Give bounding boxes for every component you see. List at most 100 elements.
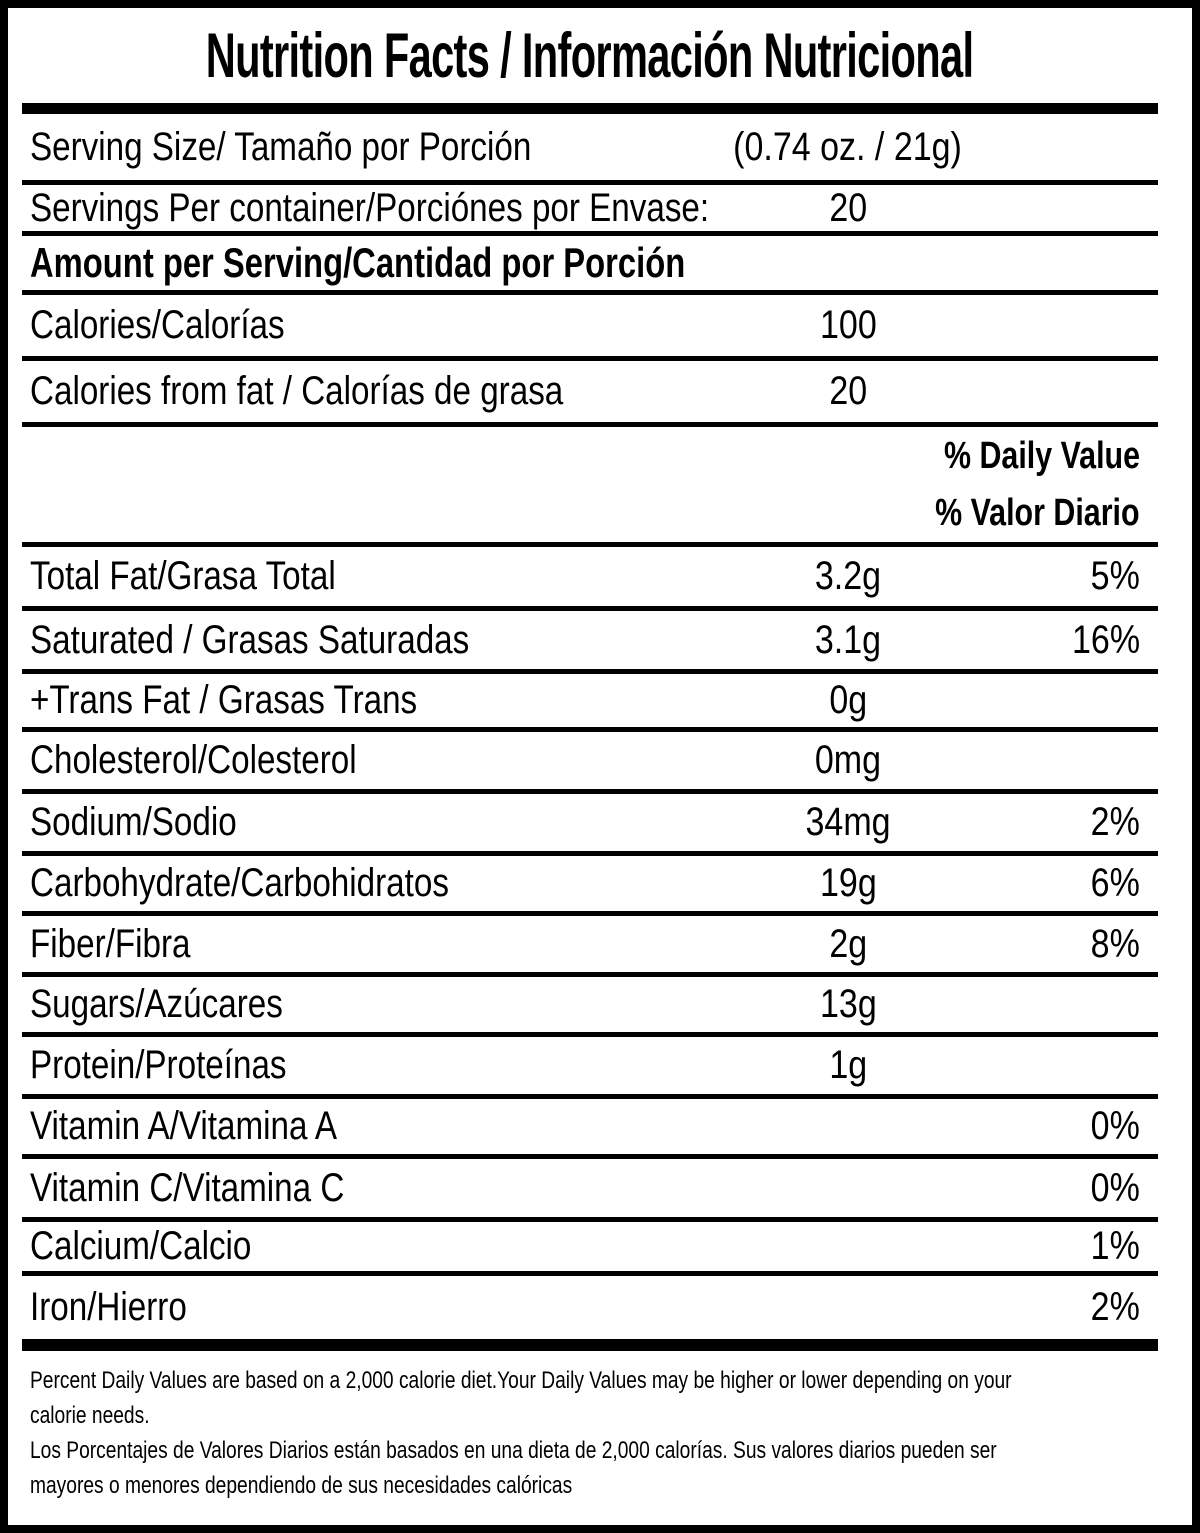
nutrient-label: +Trans Fat / Grasas Trans [30, 678, 418, 722]
footnote-en-line-1: Percent Daily Values are based on a 2,00… [30, 1363, 1158, 1398]
nutrient-row-carbohydrate: Carbohydrate/Carbohidratos 19g 6% [22, 856, 1158, 916]
nutrient-amount-cell: 0mg [688, 738, 1008, 783]
header-separator-bar [22, 103, 1158, 114]
nutrient-dv-cell [1008, 738, 1158, 783]
servings-per-container-value: 20 [829, 185, 867, 230]
nutrient-row-trans-fat: +Trans Fat / Grasas Trans 0g [22, 674, 1158, 732]
nutrient-row-cholesterol: Cholesterol/Colesterol 0mg [22, 732, 1158, 794]
footnote-es-line-2-text: mayores o menores dependiendo de sus nec… [30, 1472, 573, 1499]
nutrient-dv-cell: 8% [1008, 922, 1158, 967]
nutrient-label: Protein/Proteínas [30, 1043, 287, 1087]
nutrient-label-cell: Sodium/Sodio [30, 800, 688, 845]
nutrient-label-cell: Vitamin C/Vitamina C [30, 1166, 688, 1211]
nutrient-amount-cell: 19g [688, 861, 1008, 906]
nutrient-amount-cell [688, 1166, 1008, 1211]
nutrient-row-fiber: Fiber/Fibra 2g 8% [22, 916, 1158, 977]
nutrient-amount: 2g [829, 921, 867, 966]
footnote-en-line-1-text: Percent Daily Values are based on a 2,00… [30, 1367, 1012, 1394]
nutrient-label: Total Fat/Grasa Total [30, 554, 336, 598]
nutrient-amount: 0mg [814, 738, 882, 782]
nutrient-label: Carbohydrate/Carbohidratos [30, 861, 449, 905]
footnote-es-line-2: mayores o menores dependiendo de sus nec… [30, 1468, 1158, 1503]
page-title: Nutrition Facts / Información Nutriciona… [206, 20, 974, 91]
nutrient-row-total-fat: Total Fat/Grasa Total 3.2g 5% [22, 547, 1158, 611]
daily-value-header: % Daily Value % Valor Diario [22, 427, 1158, 547]
calories-label-cell: Calories/Calorías [30, 303, 688, 348]
nutrient-dv: 2% [1090, 1285, 1140, 1329]
serving-size-label: Serving Size/ Tamaño por Porción [30, 124, 532, 169]
daily-value-header-es-text: % Valor Diario [935, 491, 1140, 534]
calories-value-cell: 100 [688, 303, 1008, 348]
nutrient-row-iron: Iron/Hierro 2% [22, 1276, 1158, 1344]
amount-per-serving-header: Amount per Serving/Cantidad por Porción [30, 239, 686, 286]
nutrient-label: Sugars/Azúcares [30, 982, 283, 1026]
amount-per-serving-header-cell: Amount per Serving/Cantidad por Porción [30, 239, 1158, 287]
nutrient-row-sodium: Sodium/Sodio 34mg 2% [22, 794, 1158, 856]
nutrient-dv-cell: 0% [1008, 1104, 1158, 1149]
nutrient-label-cell: Cholesterol/Colesterol [30, 738, 688, 783]
daily-value-header-en: % Daily Value [895, 428, 1140, 485]
nutrient-label: Fiber/Fibra [30, 921, 191, 966]
nutrient-dv-cell: 0% [1008, 1166, 1158, 1211]
nutrient-row-vitamin-a: Vitamin A/Vitamina A 0% [22, 1099, 1158, 1159]
nutrient-row-sugars: Sugars/Azúcares 13g [22, 977, 1158, 1037]
nutrient-dv: 16% [1071, 617, 1140, 662]
nutrient-amount: 34mg [805, 800, 891, 844]
label-header: Nutrition Facts / Información Nutriciona… [22, 8, 1158, 103]
nutrient-label-cell: Vitamin A/Vitamina A [30, 1104, 688, 1149]
nutrient-amount-cell: 2g [688, 922, 1008, 967]
nutrient-label-cell: Total Fat/Grasa Total [30, 554, 688, 599]
nutrient-dv: 8% [1090, 921, 1140, 966]
footnote-separator-bar [22, 1344, 1158, 1351]
nutrient-dv-cell: 6% [1008, 861, 1158, 906]
nutrient-dv-cell: 16% [1008, 618, 1158, 663]
nutrient-amount: 19g [819, 861, 877, 905]
nutrient-dv-cell [1008, 1043, 1158, 1088]
calories-from-fat-row: Calories from fat / Calorías de grasa 20 [22, 361, 1158, 427]
nutrient-amount-cell: 34mg [688, 800, 1008, 845]
serving-size-value-cell: (0.74 oz. / 21g) [688, 125, 1008, 170]
nutrient-dv: 5% [1090, 554, 1140, 598]
nutrient-amount: 13g [819, 982, 877, 1026]
nutrient-row-saturated-fat: Saturated / Grasas Saturadas 3.1g 16% [22, 611, 1158, 674]
nutrient-amount: 3.1g [814, 617, 882, 662]
footnote-es-line-1: Los Porcentajes de Valores Diarios están… [30, 1433, 1158, 1468]
nutrient-dv-cell [1008, 678, 1158, 723]
nutrient-dv: 0% [1090, 1104, 1140, 1148]
nutrient-amount: 1g [829, 1043, 867, 1087]
nutrient-dv: 0% [1090, 1165, 1140, 1210]
nutrient-amount-cell [688, 1104, 1008, 1149]
nutrient-label-cell: Sugars/Azúcares [30, 982, 688, 1027]
calories-from-fat-label: Calories from fat / Calorías de grasa [30, 369, 564, 413]
daily-value-header-en-text: % Daily Value [943, 434, 1140, 477]
nutrient-amount-cell: 0g [688, 678, 1008, 723]
nutrient-amount-cell: 1g [688, 1043, 1008, 1088]
nutrient-row-calcium: Calcium/Calcio 1% [22, 1222, 1158, 1276]
nutrient-label: Sodium/Sodio [30, 800, 237, 844]
nutrient-label: Vitamin C/Vitamina C [30, 1165, 345, 1210]
nutrient-amount: 3.2g [814, 554, 882, 598]
nutrient-row-protein: Protein/Proteínas 1g [22, 1037, 1158, 1099]
calories-from-fat-label-cell: Calories from fat / Calorías de grasa [30, 369, 688, 414]
footnote: Percent Daily Values are based on a 2,00… [22, 1351, 1158, 1525]
nutrient-dv-cell: 2% [1008, 1285, 1158, 1330]
nutrient-row-vitamin-c: Vitamin C/Vitamina C 0% [22, 1159, 1158, 1222]
daily-value-header-es: % Valor Diario [884, 485, 1140, 542]
nutrient-label: Calcium/Calcio [30, 1224, 252, 1268]
servings-per-container-row: Servings Per container/Porciónes por Env… [22, 185, 1158, 236]
nutrient-dv-cell: 2% [1008, 800, 1158, 845]
nutrient-label-cell: Calcium/Calcio [30, 1224, 688, 1269]
nutrient-label-cell: Saturated / Grasas Saturadas [30, 618, 688, 663]
nutrient-amount-cell: 13g [688, 982, 1008, 1027]
calories-label: Calories/Calorías [30, 303, 285, 347]
calories-from-fat-value: 20 [829, 369, 867, 413]
nutrient-amount-cell: 3.1g [688, 618, 1008, 663]
nutrient-label: Cholesterol/Colesterol [30, 738, 357, 782]
calories-row: Calories/Calorías 100 [22, 295, 1158, 361]
footnote-en-line-2: calorie needs. [30, 1398, 1158, 1433]
nutrient-amount: 0g [829, 678, 867, 722]
calories-value: 100 [819, 303, 877, 347]
nutrient-label: Vitamin A/Vitamina A [30, 1104, 337, 1148]
nutrient-label: Saturated / Grasas Saturadas [30, 617, 470, 662]
nutrient-label-cell: Carbohydrate/Carbohidratos [30, 861, 688, 906]
